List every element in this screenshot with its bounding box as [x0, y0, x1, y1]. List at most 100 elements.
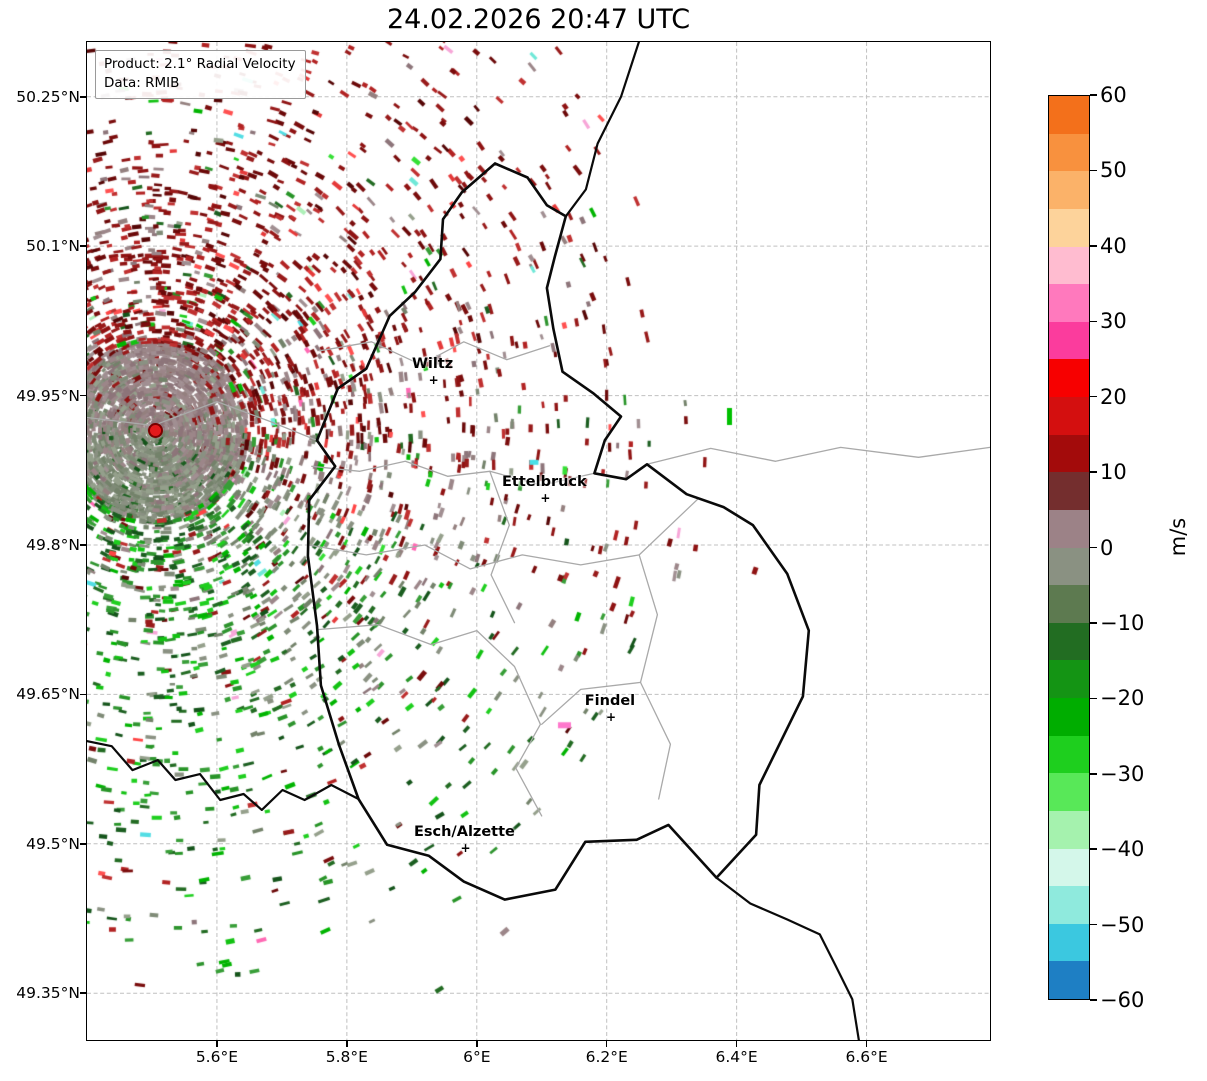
lon-tickmark: [605, 1040, 608, 1047]
colorbar-segment: [1049, 96, 1089, 134]
radar-echo-layer: [87, 42, 990, 1040]
colorbar-segment: [1049, 698, 1089, 736]
city-marker-ettelbruck: +: [540, 491, 551, 506]
city-label-esch-alzette: Esch/Alzette: [413, 823, 515, 840]
belgium-germany-border: [564, 42, 641, 218]
data-source-label: Data: RMIB: [104, 74, 180, 91]
colorbar-segment: [1049, 585, 1089, 623]
colorbar-tickmark: [1090, 999, 1097, 1001]
city-label-wiltz: Wiltz: [411, 355, 454, 372]
lat-tick-label: 50.1°N: [26, 237, 80, 256]
colorbar: [1048, 95, 1090, 1000]
colorbar-segment: [1049, 547, 1089, 586]
colorbar-segment: [1049, 133, 1089, 172]
city-label-findel: Findel: [584, 693, 636, 710]
belgium-france-border: [87, 740, 360, 812]
colorbar-segment: [1049, 923, 1089, 962]
canton-line-6: [489, 470, 516, 624]
lon-tick-label: 6°E: [463, 1048, 491, 1066]
canton-line-1: [318, 341, 551, 366]
colorbar-segment: [1049, 810, 1089, 849]
city-marker-findel: +: [605, 710, 617, 725]
france-germany-border: [715, 876, 860, 1040]
lat-tickmark: [80, 245, 87, 247]
colorbar-segment: [1049, 622, 1089, 661]
colorbar-segment: [1049, 321, 1089, 360]
colorbar-tick-label: −10: [1100, 610, 1145, 635]
colorbar-unit-label: m/s: [1166, 517, 1190, 557]
city-label-ettelbruck: Ettelbruck: [502, 474, 587, 491]
lon-tick-label: 5.8°E: [325, 1048, 368, 1066]
colorbar-segment: [1049, 434, 1089, 473]
colorbar-segment: [1049, 397, 1089, 435]
lat-tick-label: 49.8°N: [26, 535, 80, 554]
colorbar-tickmark: [1090, 169, 1097, 172]
lat-tick-label: 49.65°N: [16, 685, 80, 704]
city-marker-wiltz: +: [428, 372, 439, 387]
lat-tick-label: 49.95°N: [16, 386, 80, 405]
colorbar-tickmark: [1090, 320, 1097, 322]
colorbar-segment: [1049, 848, 1089, 887]
plot-title: 24.02.2026 20:47 UTC: [386, 4, 691, 35]
colorbar-segment: [1049, 886, 1089, 924]
lon-tick-label: 5.6°E: [195, 1048, 239, 1066]
colorbar-tickmark: [1090, 622, 1097, 624]
colorbar-tickmark: [1090, 697, 1097, 700]
city-marker-esch-alzette: +: [460, 840, 471, 855]
product-label: Product: 2.1° Radial Velocity: [104, 56, 296, 72]
colorbar-tick-label: −50: [1100, 912, 1145, 937]
colorbar-tick-label: 60: [1100, 83, 1127, 107]
colorbar-tickmark: [1090, 923, 1097, 926]
lat-tick-label: 49.35°N: [16, 984, 80, 1003]
lon-tickmark: [346, 1040, 348, 1047]
colorbar-segment: [1049, 660, 1089, 698]
lat-tickmark: [80, 394, 87, 397]
colorbar-tick-label: 20: [1100, 384, 1127, 409]
canton-line-7: [541, 681, 642, 725]
lon-tickmark: [476, 1040, 478, 1047]
lon-tick-label: 6.2°E: [585, 1048, 628, 1066]
colorbar-tickmark: [1090, 546, 1097, 549]
lat-tick-label: 49.5°N: [26, 834, 80, 853]
map-plot-area: + Wiltz + Ettelbruck + Findel + Esch/Alzette Pr…: [86, 41, 991, 1041]
region-line-west: [87, 400, 318, 442]
colorbar-tick-label: −60: [1100, 988, 1145, 1012]
lon-tick-label: 6.4°E: [715, 1048, 758, 1066]
colorbar-tickmark: [1090, 245, 1097, 247]
canton-line-2: [311, 460, 596, 486]
colorbar-tick-label: 30: [1100, 309, 1127, 334]
lat-tickmark: [80, 96, 87, 98]
colorbar-segment: [1049, 171, 1089, 209]
region-line-east: [646, 446, 990, 465]
lat-tickmark: [80, 693, 87, 696]
border-layer: [87, 42, 990, 1040]
colorbar-tick-label: 0: [1100, 535, 1114, 560]
radar-site-marker: [147, 423, 163, 439]
colorbar-tickmark: [1090, 773, 1097, 775]
colorbar-tickmark: [1090, 471, 1097, 473]
colorbar-tick-label: −30: [1100, 761, 1145, 786]
colorbar-segment: [1049, 773, 1089, 811]
colorbar-segment: [1049, 359, 1089, 397]
lon-tickmark: [216, 1040, 218, 1047]
canton-line-5: [316, 624, 543, 817]
colorbar-segment: [1049, 246, 1089, 285]
lon-tickmark: [735, 1040, 738, 1047]
colorbar-tickmark: [1090, 848, 1097, 850]
colorbar-segment: [1049, 509, 1089, 548]
colorbar-segment: [1049, 472, 1089, 510]
colorbar-tick-label: 10: [1100, 460, 1127, 485]
lat-tickmark: [80, 544, 87, 546]
lat-tickmark: [80, 843, 87, 845]
lon-tick-label: 6.6°E: [845, 1048, 888, 1066]
colorbar-tickmark: [1090, 94, 1097, 96]
colorbar-tick-label: −20: [1100, 686, 1145, 711]
colorbar-segment: [1049, 961, 1089, 999]
colorbar-tick-label: −40: [1100, 837, 1145, 862]
colorbar-tick-label: 40: [1100, 233, 1127, 258]
lat-tickmark: [80, 992, 87, 994]
colorbar-segment: [1049, 208, 1089, 247]
colorbar-segment: [1049, 735, 1089, 774]
lat-tick-label: 50.25°N: [16, 87, 80, 106]
